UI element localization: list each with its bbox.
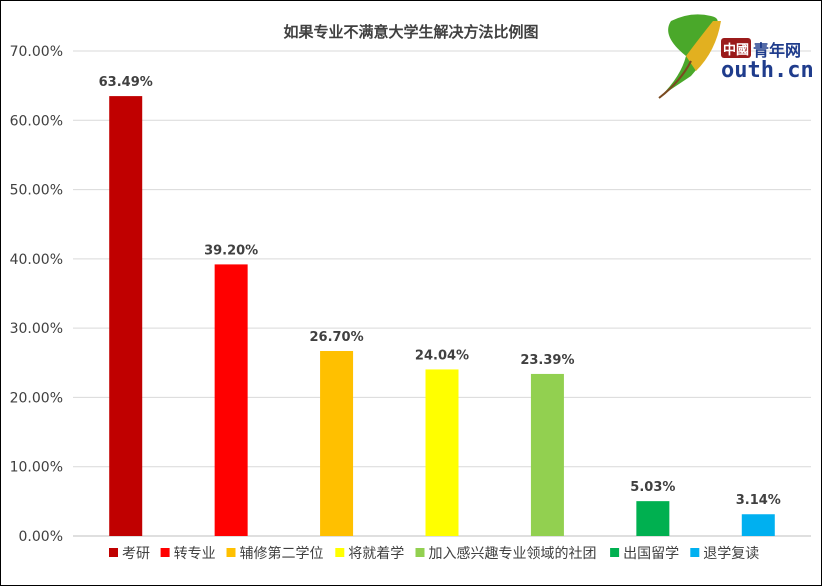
bar-2 xyxy=(320,351,354,536)
legend-swatch xyxy=(415,548,425,557)
data-label: 26.70% xyxy=(309,330,363,345)
y-tick-label: 70.00% xyxy=(10,44,63,60)
chart-title: 如果专业不满意大学生解决方法比例图 xyxy=(283,23,538,41)
logo-cn: 中國 xyxy=(723,43,750,58)
youth-cn-logo: 中國 青年网 outh.cn xyxy=(651,6,821,101)
legend-swatch xyxy=(226,548,236,557)
y-tick-label: 40.00% xyxy=(10,252,63,268)
data-label: 5.03% xyxy=(630,480,675,495)
data-label: 3.14% xyxy=(736,493,781,508)
logo-domain: outh.cn xyxy=(721,58,814,83)
bar-4 xyxy=(530,373,564,536)
ginkgo-leaf-icon xyxy=(658,14,751,99)
legend-swatch xyxy=(160,548,170,557)
bar-1 xyxy=(214,264,248,536)
legend-swatch xyxy=(610,548,620,557)
legend-label: 退学复读 xyxy=(703,545,759,562)
data-label: 23.39% xyxy=(520,353,574,368)
legend-label: 辅修第二学位 xyxy=(240,545,324,562)
legend-swatch xyxy=(335,548,345,557)
y-tick-label: 10.00% xyxy=(10,460,63,476)
y-tick-label: 0.00% xyxy=(19,529,63,545)
legend-label: 转专业 xyxy=(174,546,216,562)
data-label: 39.20% xyxy=(204,243,258,258)
legend-label: 出国留学 xyxy=(623,546,679,562)
legend-swatch xyxy=(690,548,700,557)
y-tick-label: 50.00% xyxy=(10,183,63,199)
data-label: 24.04% xyxy=(415,348,469,363)
bar-0 xyxy=(109,96,143,536)
logo-name: 青年网 xyxy=(753,41,802,60)
data-label: 63.49% xyxy=(99,75,153,90)
legend-swatch xyxy=(109,548,118,557)
legend-label: 将就着学 xyxy=(348,546,404,562)
bar-5 xyxy=(636,501,670,536)
bar-3 xyxy=(425,369,459,536)
y-tick-label: 30.00% xyxy=(10,321,63,337)
bar-6 xyxy=(741,514,775,536)
y-tick-label: 60.00% xyxy=(10,113,63,129)
legend-label: 加入感兴趣专业领域的社团 xyxy=(429,545,597,562)
y-tick-label: 20.00% xyxy=(10,390,63,406)
legend-label: 考研 xyxy=(122,546,150,562)
